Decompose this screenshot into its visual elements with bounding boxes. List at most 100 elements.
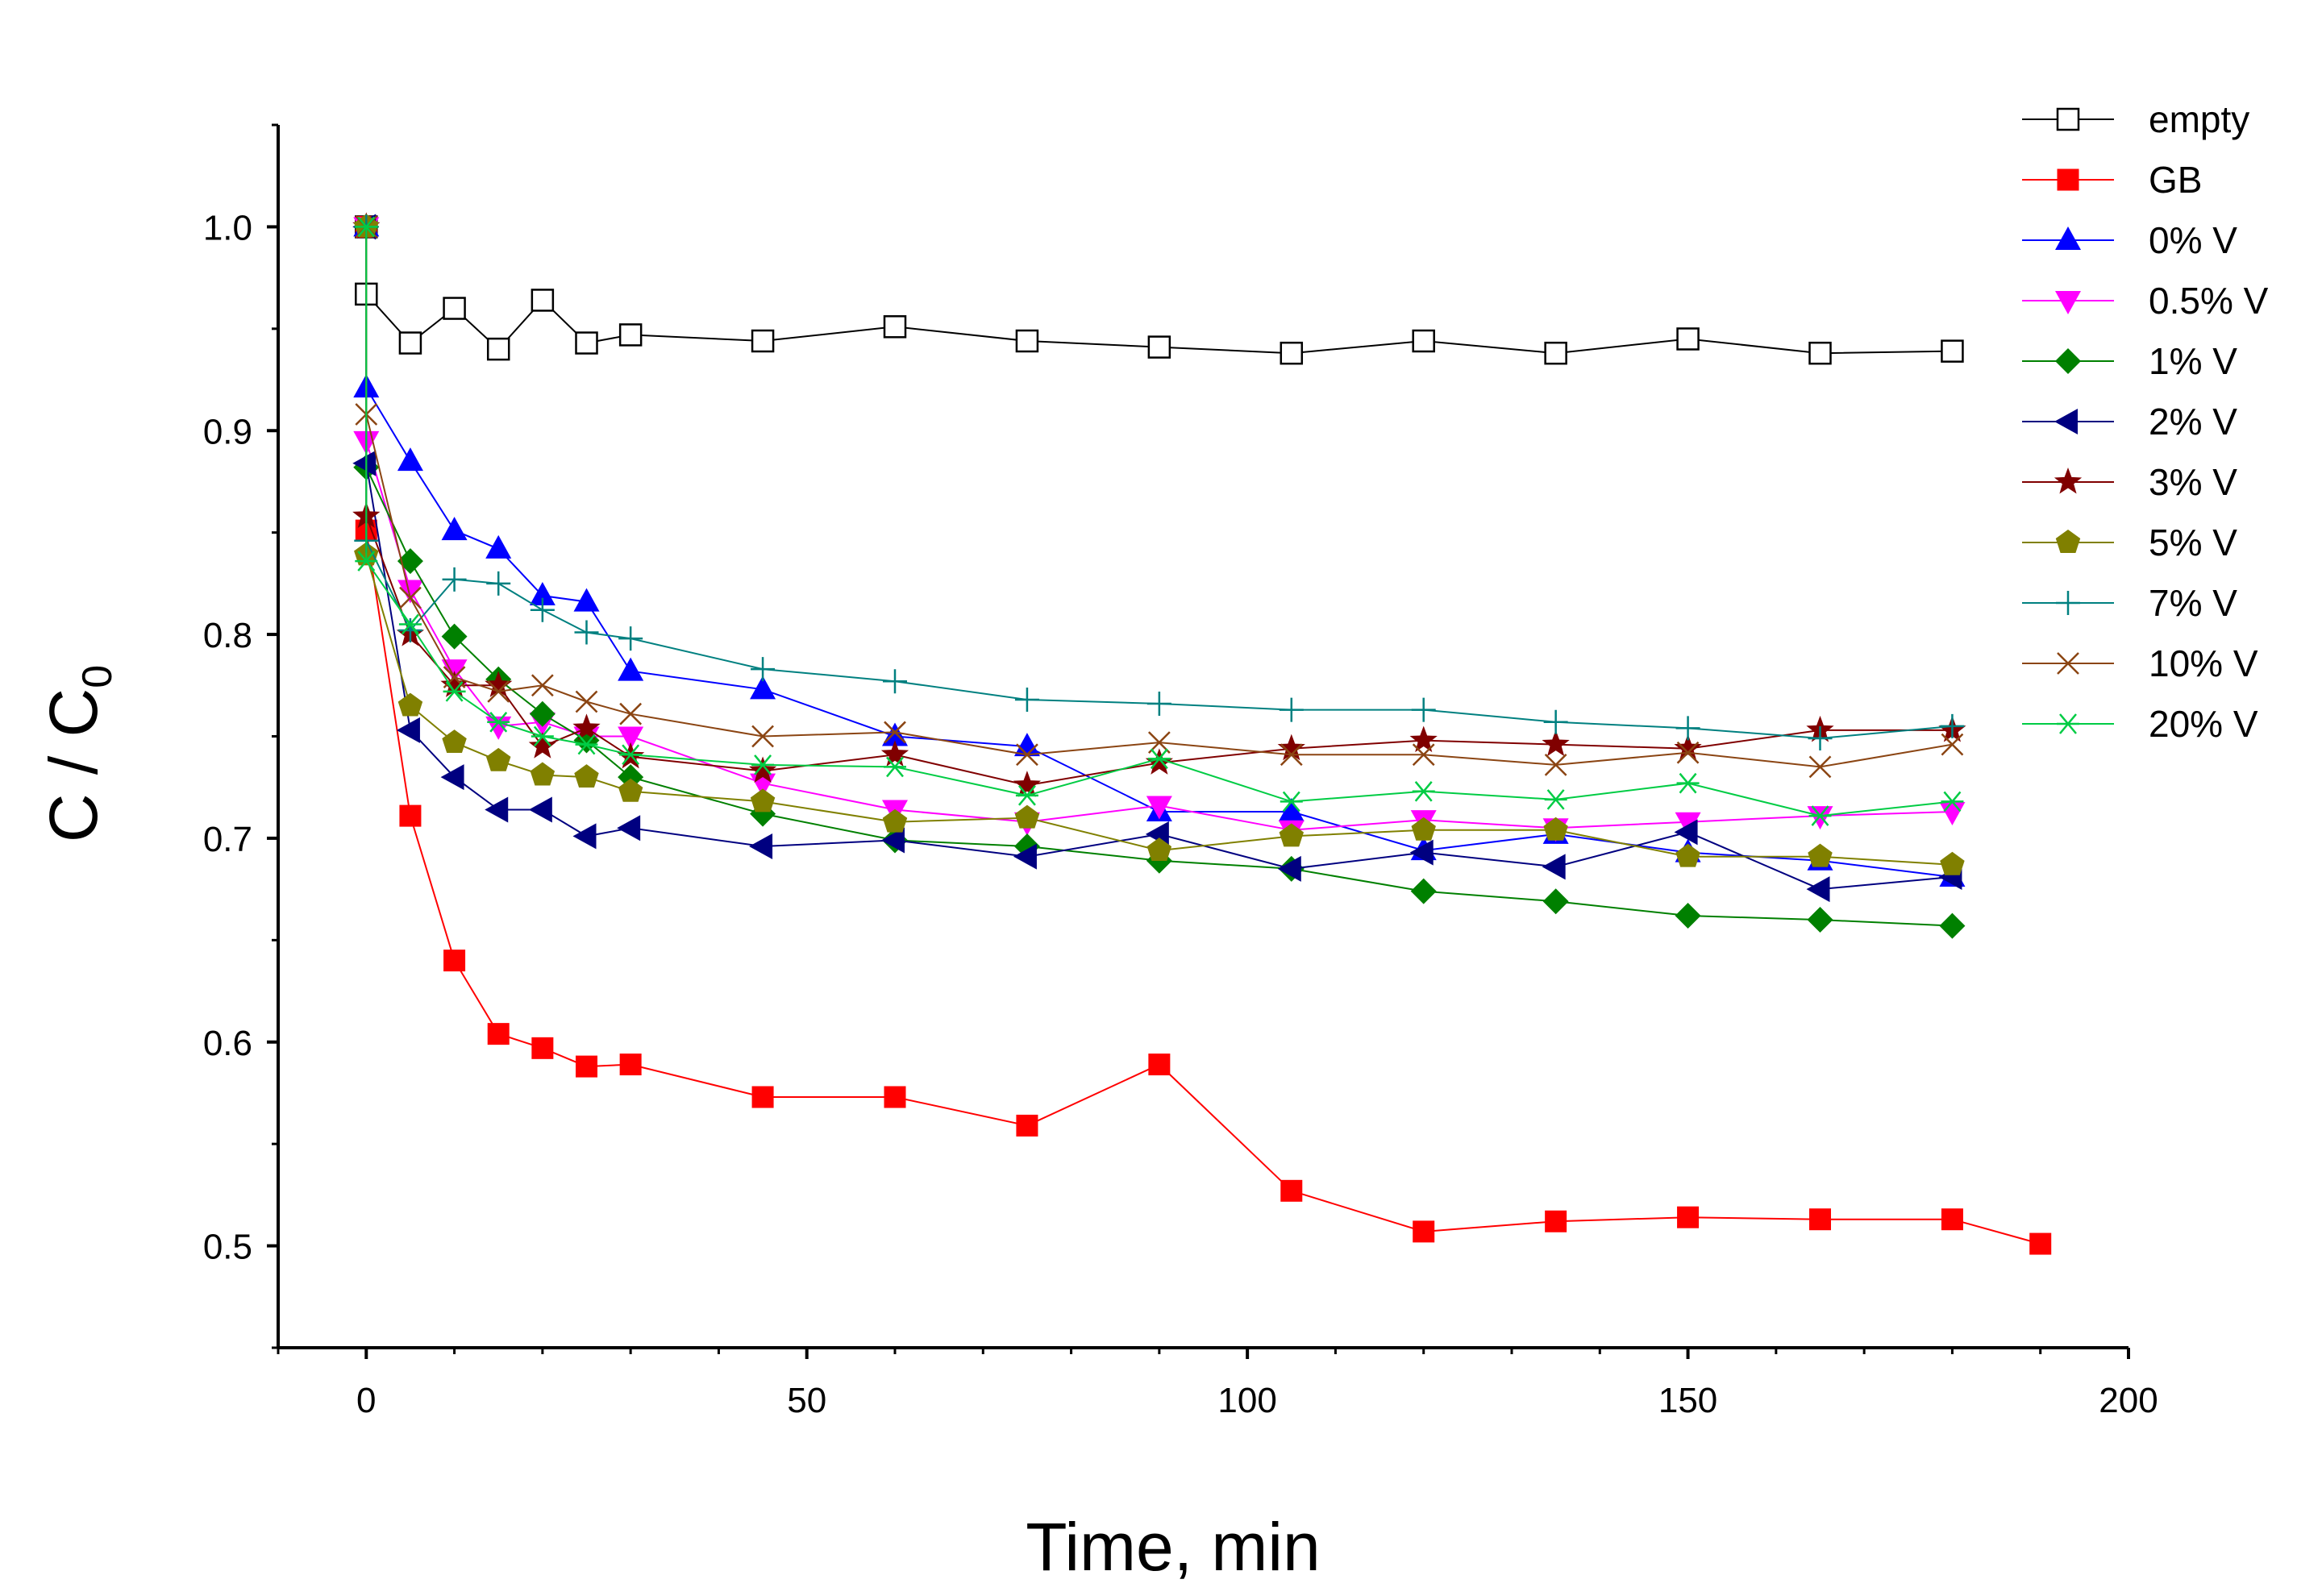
data-point bbox=[1675, 902, 1701, 929]
data-point bbox=[619, 744, 643, 766]
data-point bbox=[1806, 876, 1830, 903]
data-point bbox=[751, 657, 776, 682]
y-tick-label: 0.8 bbox=[203, 616, 252, 655]
data-point bbox=[397, 618, 422, 643]
data-point bbox=[1279, 823, 1305, 847]
data-point bbox=[1013, 733, 1040, 757]
y-tick-label: 0.5 bbox=[203, 1228, 252, 1267]
legend-marker bbox=[2057, 713, 2079, 734]
legend-entry: 5% V bbox=[2022, 522, 2237, 563]
data-point bbox=[1412, 743, 1435, 767]
legend-entry: 2% V bbox=[2022, 401, 2237, 443]
axes: 0.5 0.6 0.7 0.8 0.9 1.0 0 50 100 150 200 bbox=[203, 123, 2158, 1420]
data-point bbox=[398, 331, 422, 355]
data-point bbox=[528, 732, 556, 759]
data-point bbox=[1409, 725, 1438, 753]
data-point bbox=[751, 1086, 774, 1108]
data-point bbox=[1147, 335, 1171, 359]
data-point bbox=[443, 297, 466, 320]
x-axis-title: Time, min bbox=[1026, 1509, 1321, 1585]
data-point bbox=[531, 289, 555, 312]
data-point bbox=[397, 692, 423, 717]
data-point bbox=[487, 680, 510, 703]
data-point bbox=[1808, 755, 1832, 779]
data-point bbox=[1279, 697, 1304, 722]
data-point bbox=[487, 1023, 510, 1045]
data-point bbox=[528, 796, 552, 823]
data-point bbox=[1674, 819, 1698, 846]
data-point bbox=[1941, 1208, 1963, 1231]
data-point bbox=[441, 517, 468, 541]
legend-entry: 20% V bbox=[2022, 703, 2258, 745]
data-point bbox=[880, 740, 909, 767]
data-point bbox=[750, 788, 776, 813]
data-point bbox=[1013, 843, 1037, 870]
data-point bbox=[1544, 754, 1567, 776]
data-point bbox=[531, 1037, 554, 1059]
data-point bbox=[751, 754, 775, 775]
legend: empty GB 0% V 0.5% V 1% V 2% V 3% V 5% V 7% V 10%… bbox=[2022, 98, 2269, 745]
y-axis-title: C / C0 bbox=[35, 665, 121, 842]
data-point bbox=[1146, 837, 1172, 862]
data-point bbox=[1145, 748, 1173, 775]
legend-entry: 0.5% V bbox=[2022, 280, 2269, 322]
series-line-0-v bbox=[365, 227, 1953, 878]
data-point bbox=[572, 823, 597, 850]
data-point bbox=[618, 778, 643, 802]
data-point bbox=[1409, 839, 1434, 866]
data-point bbox=[1807, 907, 1833, 933]
series-line-empty bbox=[365, 227, 1953, 355]
legend-entry: 7% V bbox=[2022, 582, 2237, 624]
data-point bbox=[1016, 1114, 1038, 1137]
data-point bbox=[531, 674, 554, 697]
data-point bbox=[397, 447, 423, 472]
legend-marker bbox=[2055, 291, 2081, 314]
data-point bbox=[485, 716, 512, 740]
data-point bbox=[1147, 748, 1171, 770]
data-point bbox=[1280, 1179, 1303, 1202]
data-point bbox=[352, 450, 377, 476]
data-point bbox=[1674, 734, 1702, 761]
legend-label: 7% V bbox=[2149, 582, 2237, 624]
data-point bbox=[1544, 789, 1567, 810]
legend-marker bbox=[2057, 168, 2079, 191]
legend-marker bbox=[2055, 348, 2081, 374]
data-point bbox=[884, 721, 906, 744]
data-point bbox=[397, 580, 423, 604]
data-point bbox=[1411, 817, 1436, 841]
data-point bbox=[1545, 1210, 1567, 1232]
data-point bbox=[573, 588, 600, 612]
legend-label: 0% V bbox=[2149, 219, 2237, 261]
legend-entry: 0% V bbox=[2022, 219, 2237, 261]
data-point bbox=[1014, 687, 1039, 712]
data-point bbox=[529, 582, 556, 606]
y-tick-label: 0.9 bbox=[203, 412, 252, 451]
data-point bbox=[618, 657, 644, 681]
data-point bbox=[485, 747, 511, 771]
data-point bbox=[574, 764, 599, 788]
data-point bbox=[485, 534, 512, 559]
data-point bbox=[442, 729, 467, 754]
data-point bbox=[1675, 843, 1700, 867]
data-point bbox=[442, 567, 467, 592]
data-point bbox=[399, 804, 422, 827]
data-point bbox=[531, 725, 554, 747]
data-point bbox=[1675, 812, 1701, 836]
data-point bbox=[1411, 697, 1436, 722]
y-tick-label: 0.7 bbox=[203, 820, 252, 859]
y-tick-label: 1.0 bbox=[203, 208, 252, 247]
data-point bbox=[1808, 726, 1833, 751]
data-point bbox=[1543, 709, 1568, 734]
y-axis-title-subscript: 0 bbox=[74, 665, 121, 688]
x-tick-label: 150 bbox=[1658, 1381, 1717, 1420]
series-line-1-v bbox=[365, 227, 1953, 927]
data-point bbox=[575, 331, 598, 355]
data-point bbox=[440, 671, 468, 697]
data-point bbox=[572, 713, 601, 740]
data-point bbox=[1807, 806, 1833, 830]
legend-entry: empty bbox=[2022, 98, 2249, 140]
data-point bbox=[530, 762, 556, 786]
data-point bbox=[1016, 743, 1038, 767]
x-tick-label: 100 bbox=[1217, 1381, 1276, 1420]
